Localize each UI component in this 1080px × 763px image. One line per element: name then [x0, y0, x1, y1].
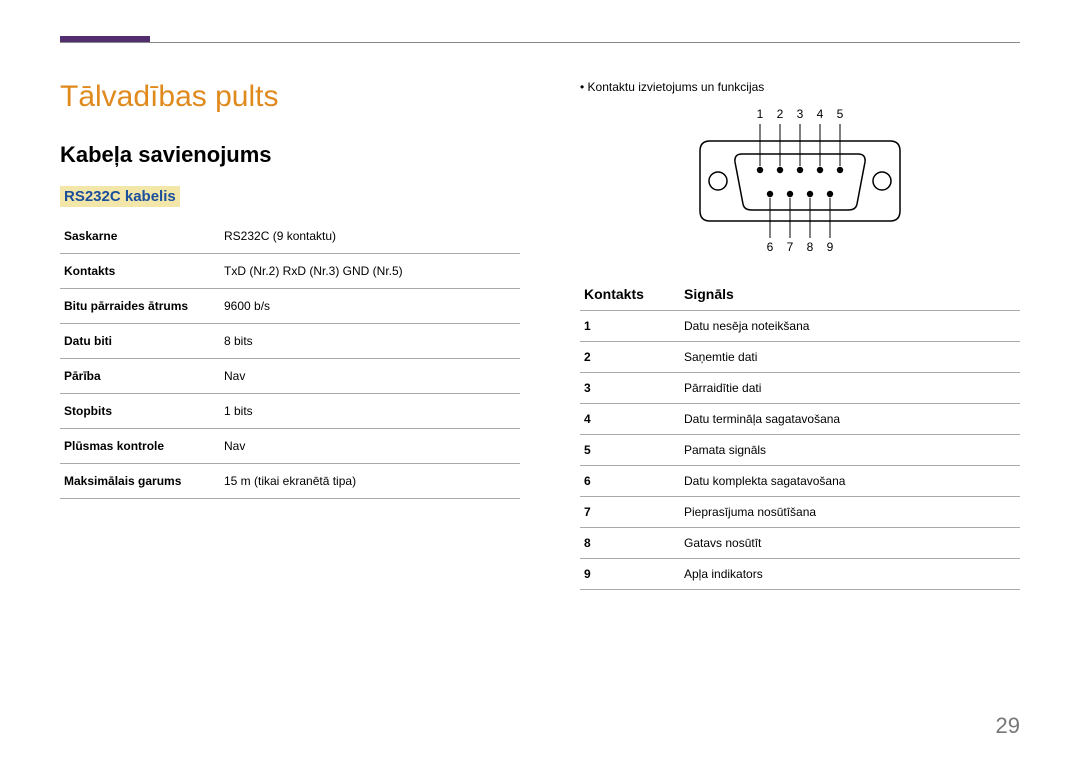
pin-signal: Datu termināļa sagatavošana: [680, 404, 1020, 435]
pin-signal: Saņemtie dati: [680, 342, 1020, 373]
spec-value: 8 bits: [220, 324, 520, 359]
pin-signal: Datu nesēja noteikšana: [680, 311, 1020, 342]
spec-label: Saskarne: [60, 219, 220, 254]
connector-diagram: 12345 6789: [580, 106, 1020, 256]
spec-table: SaskarneRS232C (9 kontaktu)KontaktsTxD (…: [60, 219, 520, 499]
pin-signal: Pārraidītie dati: [680, 373, 1020, 404]
pin-signal: Pieprasījuma nosūtīšana: [680, 497, 1020, 528]
pin-row: 1Datu nesēja noteikšana: [580, 311, 1020, 342]
left-column: Tālvadības pults Kabeļa savienojums RS23…: [60, 80, 520, 590]
spec-row: Bitu pārraides ātrums9600 b/s: [60, 289, 520, 324]
spec-value: Nav: [220, 359, 520, 394]
pin-number: 2: [580, 342, 680, 373]
subsection-heading: RS232C kabelis: [60, 186, 180, 207]
page-title: Tālvadības pults: [60, 80, 520, 114]
spec-row: Maksimālais garums15 m (tikai ekranētā t…: [60, 464, 520, 499]
spec-label: Stopbits: [60, 394, 220, 429]
pin-row: 3Pārraidītie dati: [580, 373, 1020, 404]
pin-signal: Gatavs nosūtīt: [680, 528, 1020, 559]
spec-value: TxD (Nr.2) RxD (Nr.3) GND (Nr.5): [220, 254, 520, 289]
pin-number: 3: [580, 373, 680, 404]
spec-row: Plūsmas kontroleNav: [60, 429, 520, 464]
page-number: 29: [996, 713, 1020, 739]
header-rule: [60, 42, 1020, 43]
spec-label: Pārība: [60, 359, 220, 394]
svg-text:4: 4: [817, 107, 824, 121]
pin-row: 9Apļa indikators: [580, 559, 1020, 590]
pin-number: 6: [580, 466, 680, 497]
section-heading: Kabeļa savienojums: [60, 142, 520, 168]
spec-label: Plūsmas kontrole: [60, 429, 220, 464]
pins-table: Kontakts Signāls 1Datu nesēja noteikšana…: [580, 278, 1020, 590]
pin-signal: Pamata signāls: [680, 435, 1020, 466]
pin-row: 2Saņemtie dati: [580, 342, 1020, 373]
pins-header-signal: Signāls: [680, 278, 1020, 311]
spec-value: 15 m (tikai ekranētā tipa): [220, 464, 520, 499]
pin-row: 7Pieprasījuma nosūtīšana: [580, 497, 1020, 528]
svg-text:9: 9: [827, 240, 834, 254]
pin-row: 8Gatavs nosūtīt: [580, 528, 1020, 559]
svg-text:5: 5: [837, 107, 844, 121]
spec-row: KontaktsTxD (Nr.2) RxD (Nr.3) GND (Nr.5): [60, 254, 520, 289]
pin-number: 4: [580, 404, 680, 435]
spec-value: 1 bits: [220, 394, 520, 429]
spec-row: Datu biti8 bits: [60, 324, 520, 359]
right-column: Kontaktu izvietojums un funkcijas 123456…: [580, 80, 1020, 590]
spec-label: Bitu pārraides ātrums: [60, 289, 220, 324]
svg-text:3: 3: [797, 107, 804, 121]
pin-row: 6Datu komplekta sagatavošana: [580, 466, 1020, 497]
pin-signal: Apļa indikators: [680, 559, 1020, 590]
spec-row: Stopbits1 bits: [60, 394, 520, 429]
pin-number: 9: [580, 559, 680, 590]
content-columns: Tālvadības pults Kabeļa savienojums RS23…: [60, 80, 1020, 590]
spec-label: Maksimālais garums: [60, 464, 220, 499]
spec-label: Datu biti: [60, 324, 220, 359]
db9-connector-svg: 12345 6789: [690, 106, 910, 256]
pinout-bullet: Kontaktu izvietojums un funkcijas: [580, 80, 1020, 94]
pin-signal: Datu komplekta sagatavošana: [680, 466, 1020, 497]
pin-number: 7: [580, 497, 680, 528]
spec-row: SaskarneRS232C (9 kontaktu): [60, 219, 520, 254]
svg-text:6: 6: [767, 240, 774, 254]
svg-text:8: 8: [807, 240, 814, 254]
svg-text:2: 2: [777, 107, 784, 121]
pin-row: 5Pamata signāls: [580, 435, 1020, 466]
pin-number: 8: [580, 528, 680, 559]
spec-label: Kontakts: [60, 254, 220, 289]
spec-value: 9600 b/s: [220, 289, 520, 324]
svg-text:7: 7: [787, 240, 794, 254]
pin-number: 5: [580, 435, 680, 466]
spec-row: PārībaNav: [60, 359, 520, 394]
pin-number: 1: [580, 311, 680, 342]
pins-header-pin: Kontakts: [580, 278, 680, 311]
pin-row: 4Datu termināļa sagatavošana: [580, 404, 1020, 435]
spec-value: RS232C (9 kontaktu): [220, 219, 520, 254]
spec-value: Nav: [220, 429, 520, 464]
svg-text:1: 1: [757, 107, 764, 121]
